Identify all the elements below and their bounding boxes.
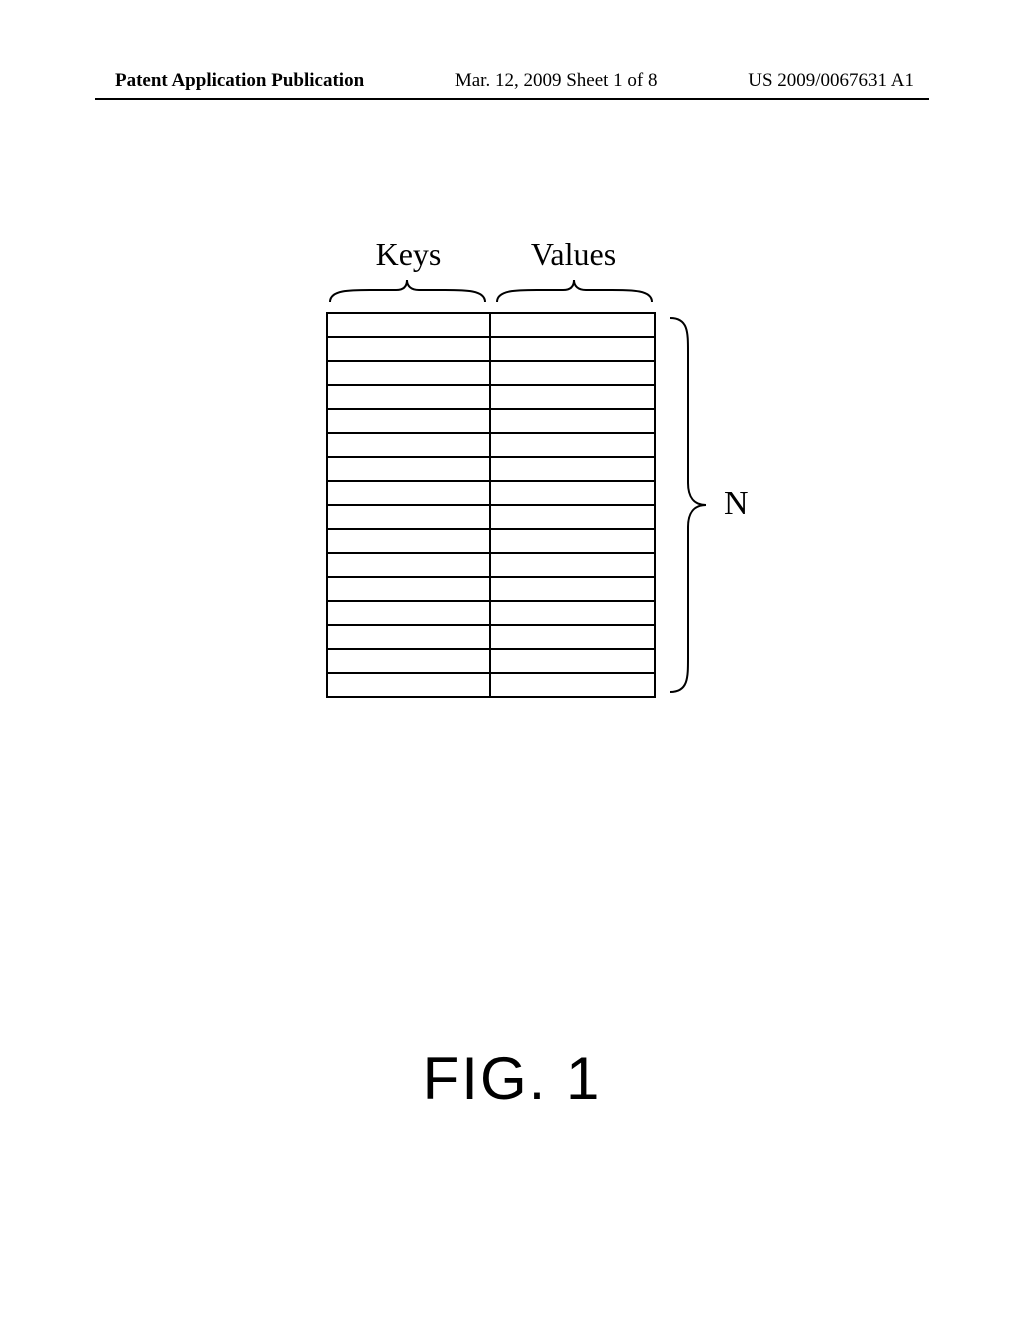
value-cell xyxy=(491,650,654,674)
key-cell xyxy=(328,602,491,626)
value-cell xyxy=(491,578,654,602)
table-row xyxy=(328,362,654,386)
value-cell xyxy=(491,458,654,482)
table-row xyxy=(328,578,654,602)
value-cell xyxy=(491,602,654,626)
key-cell xyxy=(328,482,491,506)
key-cell xyxy=(328,410,491,434)
key-cell xyxy=(328,626,491,650)
table-row xyxy=(328,554,654,578)
table-row xyxy=(328,602,654,626)
value-cell xyxy=(491,554,654,578)
key-cell xyxy=(328,338,491,362)
table-row xyxy=(328,650,654,674)
value-cell xyxy=(491,434,654,458)
key-value-table xyxy=(326,312,656,698)
header-pub-number: US 2009/0067631 A1 xyxy=(748,70,914,92)
top-braces xyxy=(326,278,656,306)
table-row xyxy=(328,458,654,482)
key-cell xyxy=(328,674,491,698)
value-cell xyxy=(491,482,654,506)
value-cell xyxy=(491,410,654,434)
column-header-values: Values xyxy=(491,236,656,273)
value-cell xyxy=(491,674,654,698)
value-cell xyxy=(491,506,654,530)
key-cell xyxy=(328,386,491,410)
key-cell xyxy=(328,434,491,458)
value-cell xyxy=(491,386,654,410)
value-cell xyxy=(491,338,654,362)
table-row xyxy=(328,530,654,554)
value-cell xyxy=(491,626,654,650)
key-cell xyxy=(328,506,491,530)
brace-top-values xyxy=(493,278,656,306)
header-date-sheet: Mar. 12, 2009 Sheet 1 of 8 xyxy=(455,70,658,92)
page: Patent Application Publication Mar. 12, … xyxy=(0,0,1024,1320)
value-cell xyxy=(491,314,654,338)
page-header: Patent Application Publication Mar. 12, … xyxy=(0,70,1024,92)
key-cell xyxy=(328,554,491,578)
key-cell xyxy=(328,314,491,338)
table-row xyxy=(328,434,654,458)
header-row: Patent Application Publication Mar. 12, … xyxy=(0,70,1024,92)
figure-caption: FIG. 1 xyxy=(0,1044,1024,1113)
table-row xyxy=(328,506,654,530)
table-row xyxy=(328,674,654,698)
header-rule xyxy=(95,98,929,100)
table-row xyxy=(328,386,654,410)
table-row xyxy=(328,314,654,338)
key-cell xyxy=(328,362,491,386)
right-brace xyxy=(666,312,710,703)
table-row xyxy=(328,338,654,362)
key-cell xyxy=(328,530,491,554)
rows-count-label: N xyxy=(724,485,749,523)
value-cell xyxy=(491,530,654,554)
column-header-keys: Keys xyxy=(326,236,491,273)
key-cell xyxy=(328,458,491,482)
table-row xyxy=(328,410,654,434)
key-cell xyxy=(328,650,491,674)
key-cell xyxy=(328,578,491,602)
table-row xyxy=(328,626,654,650)
brace-top-keys xyxy=(326,278,489,306)
column-headers: Keys Values xyxy=(326,236,656,273)
table-row xyxy=(328,482,654,506)
header-publication: Patent Application Publication xyxy=(115,70,364,92)
value-cell xyxy=(491,362,654,386)
brace-right-icon xyxy=(666,312,710,698)
